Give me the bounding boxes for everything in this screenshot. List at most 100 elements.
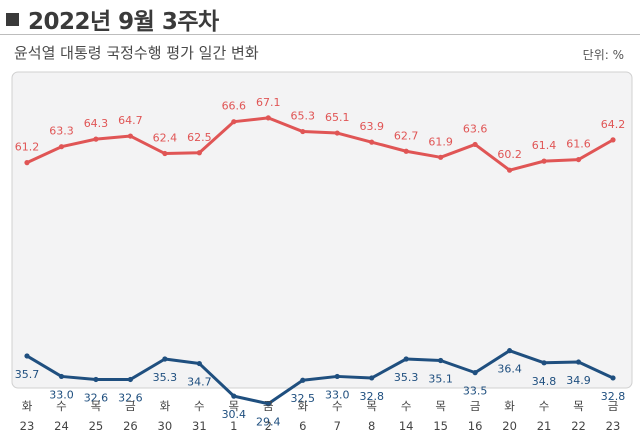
data-point [438, 357, 444, 364]
data-point [196, 360, 202, 367]
data-label: 67.1 [256, 96, 281, 109]
data-label: 63.3 [49, 125, 74, 138]
data-point [610, 137, 616, 143]
chart-panel [11, 71, 633, 389]
data-point [127, 376, 134, 383]
x-tick-date: 24 [54, 419, 69, 433]
data-point [506, 348, 513, 354]
data-point [369, 375, 375, 381]
x-tick-date: 8 [368, 419, 375, 433]
data-label: 65.3 [291, 110, 316, 123]
data-point [265, 115, 271, 121]
x-tick-day: 목 [91, 399, 102, 413]
data-label: 63.6 [463, 122, 488, 135]
x-tick-day: 화 [297, 399, 308, 413]
data-label: 60.2 [497, 148, 522, 161]
data-label: 66.6 [222, 100, 247, 113]
data-label: 36.4 [497, 363, 522, 376]
x-tick-date: 7 [334, 419, 341, 433]
data-label: 32.8 [359, 390, 384, 403]
data-label: 34.7 [187, 376, 212, 389]
x-tick-date: 14 [399, 419, 414, 433]
title-bar: 2022년 9월 3주차 [6, 2, 219, 36]
x-tick-day: 목 [366, 399, 377, 413]
data-label: 61.6 [566, 138, 591, 151]
x-tick-date: 25 [89, 419, 104, 433]
unit-label: 단위: % [582, 48, 624, 62]
x-tick-day: 수 [539, 399, 550, 413]
data-label: 30.4 [222, 408, 247, 421]
data-label: 35.3 [153, 371, 178, 384]
data-label: 32.6 [84, 391, 109, 404]
data-label: 33.5 [463, 385, 488, 398]
x-tick-date: 6 [299, 419, 306, 433]
data-label: 32.6 [118, 391, 143, 404]
x-tick-day: 수 [56, 399, 67, 413]
data-point [93, 136, 99, 142]
data-point [438, 154, 444, 160]
x-tick-date: 1 [230, 419, 237, 433]
data-point [265, 401, 271, 407]
data-point [575, 156, 582, 163]
data-point [24, 160, 30, 166]
data-label: 64.2 [601, 118, 626, 131]
data-label: 33.0 [49, 388, 74, 401]
x-tick-day: 수 [332, 399, 343, 413]
data-point [369, 139, 375, 145]
data-label: 33.0 [325, 388, 350, 401]
x-tick-date: 2 [265, 419, 272, 433]
x-tick-date: 16 [468, 419, 483, 433]
data-point [58, 373, 65, 380]
data-point [58, 144, 65, 150]
page-title: 2022년 9월 3주차 [28, 9, 219, 35]
x-tick-day: 화 [160, 399, 171, 413]
data-label: 61.2 [15, 141, 40, 154]
data-point [162, 356, 168, 362]
data-point [541, 158, 547, 164]
data-label: 34.9 [566, 374, 591, 387]
x-tick-day: 목 [435, 399, 446, 413]
data-label: 35.1 [428, 373, 453, 386]
data-label: 64.3 [84, 117, 109, 130]
x-tick-day: 수 [401, 399, 412, 413]
x-tick-date: 21 [537, 419, 552, 433]
x-tick-day: 금 [470, 399, 481, 413]
x-tick-day: 금 [608, 399, 619, 413]
series-line-1 [26, 116, 614, 172]
data-point [403, 148, 409, 154]
x-tick-day: 금 [263, 399, 274, 413]
data-point [24, 353, 30, 359]
chart-subtitle: 윤석열 대통령 국정수행 평가 일간 변화 [14, 44, 259, 62]
data-point [162, 150, 168, 157]
data-label: 29.4 [256, 416, 281, 429]
x-tick-day: 목 [573, 399, 584, 413]
data-point [541, 360, 547, 366]
x-tick-day: 화 [22, 399, 33, 413]
x-tick-date: 20 [502, 419, 517, 433]
data-point [127, 133, 134, 139]
data-point [231, 393, 237, 399]
x-tick-day: 화 [504, 399, 515, 413]
data-label: 61.9 [428, 135, 453, 148]
data-point [403, 356, 409, 362]
data-label: 32.8 [601, 390, 626, 403]
data-point [575, 359, 582, 365]
x-tick-date: 30 [158, 419, 173, 433]
x-tick-date: 15 [433, 419, 448, 433]
data-label: 65.1 [325, 111, 350, 124]
data-point [610, 375, 616, 381]
data-point [231, 119, 237, 125]
data-point [93, 376, 99, 383]
data-label: 62.7 [394, 129, 419, 142]
data-point [472, 370, 478, 376]
data-label: 62.5 [187, 131, 212, 144]
data-label: 62.4 [153, 132, 178, 145]
data-point [196, 150, 202, 156]
data-label: 35.7 [15, 368, 40, 381]
data-point [334, 373, 340, 380]
data-point [334, 130, 340, 136]
x-tick-date: 31 [192, 419, 207, 433]
data-point [506, 167, 513, 173]
data-point [472, 141, 478, 148]
